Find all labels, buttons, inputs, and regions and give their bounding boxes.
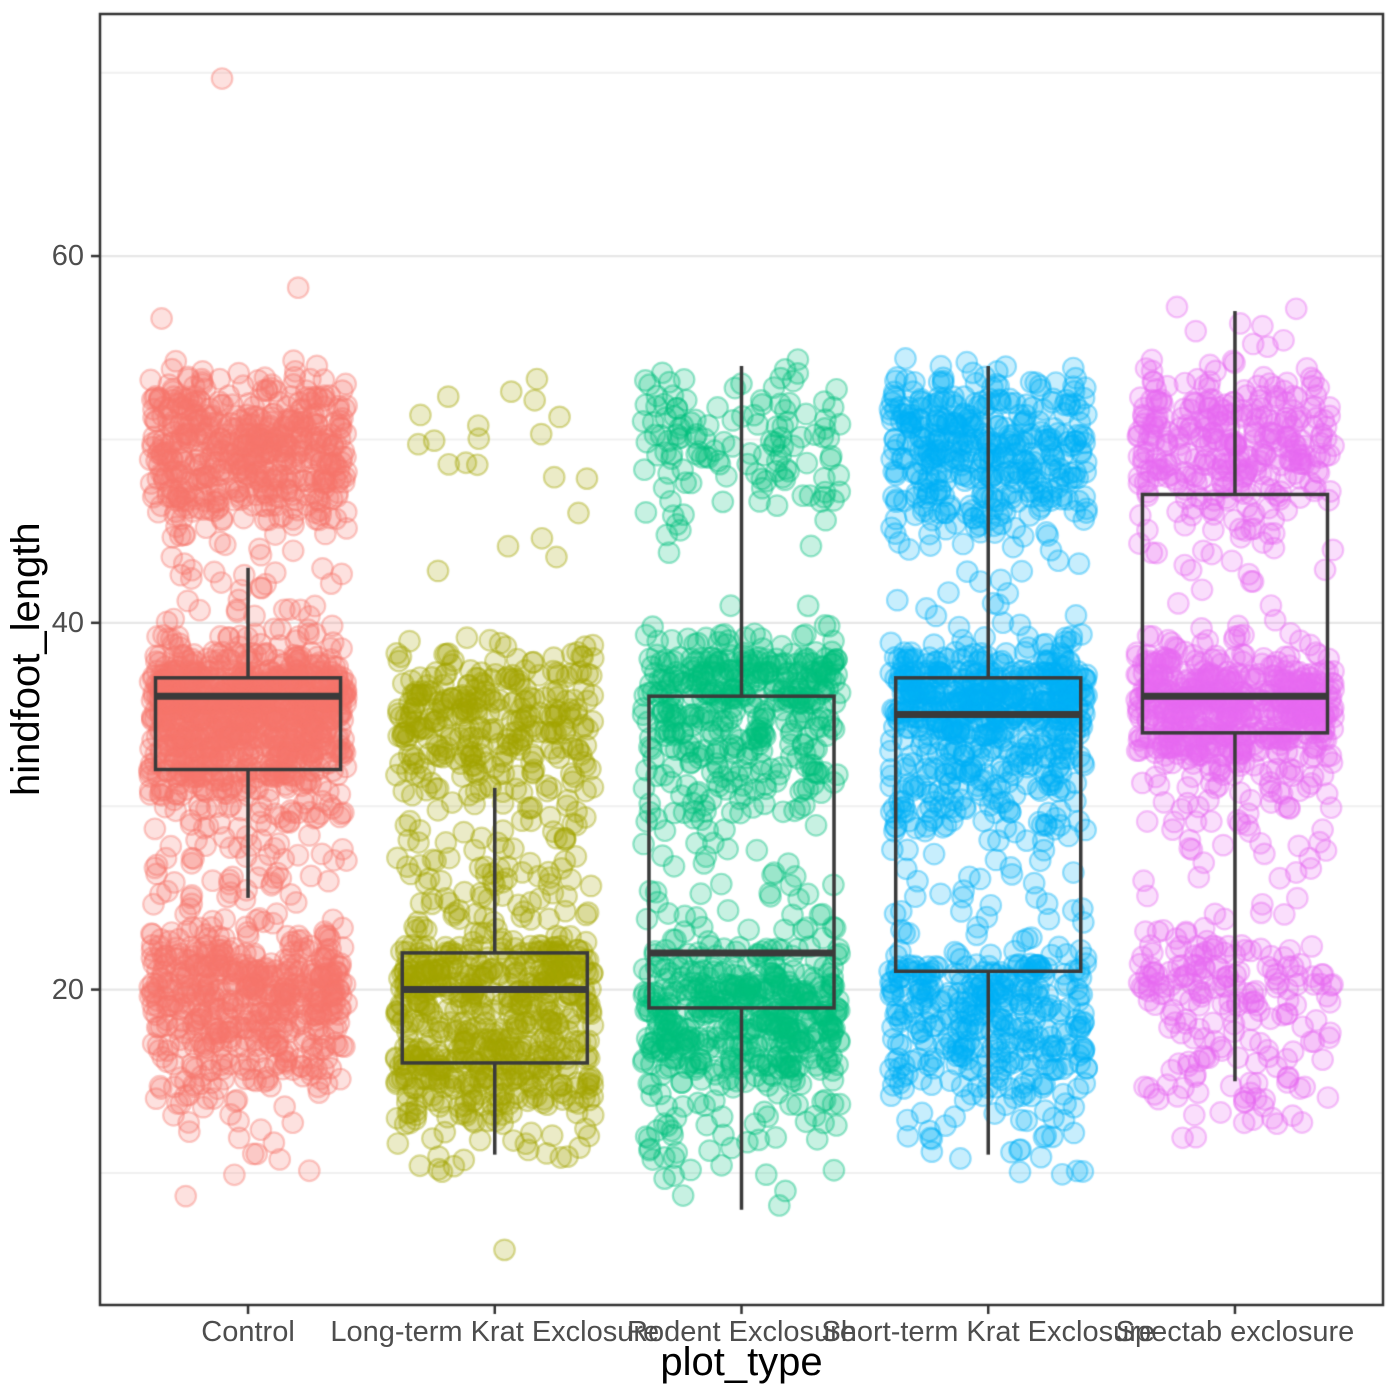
- x-tick-label: Short-term Krat Exclosure: [821, 1316, 1156, 1348]
- x-tick-label: Spectab exclosure: [1115, 1316, 1355, 1348]
- x-tick-label: Long-term Krat Exclosure: [330, 1316, 660, 1348]
- y-tick-label: 40: [51, 606, 84, 639]
- y-tick-label: 60: [51, 240, 84, 273]
- x-axis-title: plot_type: [660, 1340, 823, 1384]
- y-axis-title: hindfoot_length: [4, 522, 48, 797]
- y-tick-label: 20: [51, 973, 84, 1006]
- x-tick-label: Rodent Exclosure: [627, 1316, 856, 1348]
- x-tick-label: Control: [201, 1316, 295, 1348]
